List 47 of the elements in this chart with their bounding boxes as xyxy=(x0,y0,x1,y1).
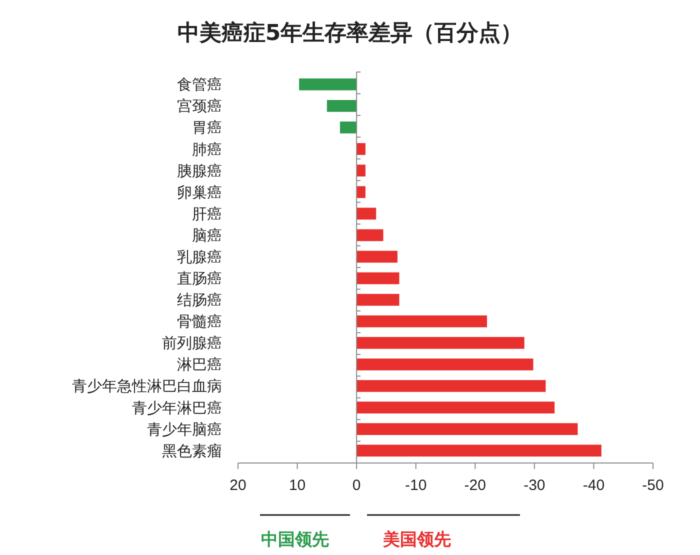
y-tick-label: 青少年淋巴癌 xyxy=(132,398,222,417)
bar xyxy=(356,143,366,155)
bar xyxy=(326,100,357,112)
bar xyxy=(356,208,376,220)
bar xyxy=(356,358,534,370)
bar xyxy=(356,229,384,242)
y-tick-label: 青少年脑癌 xyxy=(147,420,222,438)
y-tick-label: 结肠癌 xyxy=(177,291,222,310)
x-tick-label: -40 xyxy=(582,477,605,494)
bar xyxy=(356,186,366,198)
y-tick-label: 直肠癌 xyxy=(177,270,222,288)
y-tick-label: 骨髓癌 xyxy=(177,312,222,331)
bar xyxy=(356,423,578,435)
y-tick-label: 青少年急性淋巴白血病 xyxy=(72,377,222,396)
x-tick-label: -50 xyxy=(642,477,664,494)
bar xyxy=(356,380,546,392)
y-tick-label: 黑色素瘤 xyxy=(162,442,222,460)
y-tick-label: 肝癌 xyxy=(192,204,222,223)
x-tick-label: -30 xyxy=(524,477,546,494)
y-tick-label: 宫颈癌 xyxy=(177,97,222,116)
bar xyxy=(356,294,400,306)
y-tick-label: 卵巢癌 xyxy=(177,183,222,202)
bar xyxy=(356,336,524,349)
y-tick-label: 胃癌 xyxy=(192,118,222,137)
bar xyxy=(340,122,357,134)
x-tick-label: 10 xyxy=(288,477,306,494)
y-tick-label: 肺癌 xyxy=(192,140,222,158)
y-tick-label: 乳腺癌 xyxy=(177,248,222,266)
chart-title: 中美癌症5年生存率差异（百分点） xyxy=(177,20,523,46)
y-tick-label: 胰腺癌 xyxy=(177,162,222,180)
text: 中国领先 xyxy=(261,530,329,550)
bar xyxy=(299,78,357,90)
x-tick-label: 20 xyxy=(230,477,246,494)
x-tick-label: -20 xyxy=(464,477,486,494)
text: 美国领先 xyxy=(382,530,451,550)
bar xyxy=(356,402,555,414)
y-tick-label: 淋巴癌 xyxy=(177,356,222,374)
x-tick-label: 0 xyxy=(352,477,361,494)
x-tick-label: -10 xyxy=(405,477,427,494)
bar xyxy=(356,315,487,328)
bar xyxy=(356,272,400,284)
bar xyxy=(356,444,602,457)
y-tick-label: 前列腺癌 xyxy=(162,334,222,352)
bar xyxy=(356,250,398,263)
y-tick-label: 食管癌 xyxy=(177,76,222,94)
bar xyxy=(356,164,366,176)
y-tick-label: 脑癌 xyxy=(192,226,222,244)
